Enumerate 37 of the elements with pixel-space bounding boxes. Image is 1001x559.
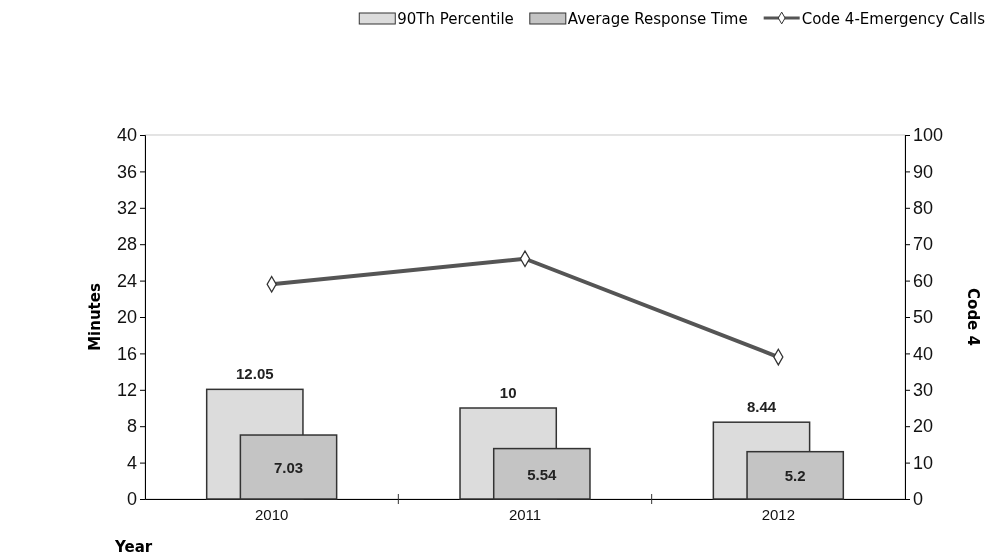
data-label: 12.05 [236,365,274,383]
x-axis-title: Year [114,538,153,556]
legend-label: Average Response Time [567,10,748,28]
data-label: 8.44 [746,398,777,416]
data-label: 5.54 [527,465,558,483]
y2-tick-label: 0 [913,489,924,510]
y-tick-label: 36 [116,161,137,182]
y2-tick-label: 20 [913,416,934,437]
x-tick-label: 2011 [508,506,542,523]
y2-tick-label: 30 [913,380,934,401]
legend-label: Code 4-Emergency Calls [801,10,986,28]
data-label: 7.03 [273,459,304,477]
y2-tick-label: 60 [913,270,934,291]
data-label: 5.2 [784,467,806,485]
y-tick-label: 0 [126,489,137,510]
y-tick-label: 40 [116,125,137,146]
y-axis-title: Minutes [86,283,104,351]
y2-axis-title: Code 4 [964,288,982,346]
y2-tick-label: 40 [913,343,934,364]
y-tick-label: 16 [116,343,137,364]
y-tick-label: 32 [116,198,137,219]
y2-tick-label: 70 [913,234,934,255]
y-tick-label: 24 [116,270,137,291]
y2-tick-label: 10 [913,452,934,473]
y-tick-label: 8 [126,416,137,437]
x-tick-label: 2010 [254,506,289,523]
y-tick-label: 4 [126,452,137,473]
y2-tick-label: 90 [913,161,934,182]
y-tick-label: 20 [116,307,137,328]
y-tick-label: 28 [116,234,137,255]
y2-tick-label: 80 [913,198,934,219]
y2-tick-label: 50 [913,307,934,328]
y2-tick-label: 100 [913,125,944,146]
x-tick-label: 2012 [761,506,796,523]
legend-label: 90Th Percentile [397,10,514,28]
data-label: 10 [499,384,517,401]
y-tick-label: 12 [116,380,137,401]
